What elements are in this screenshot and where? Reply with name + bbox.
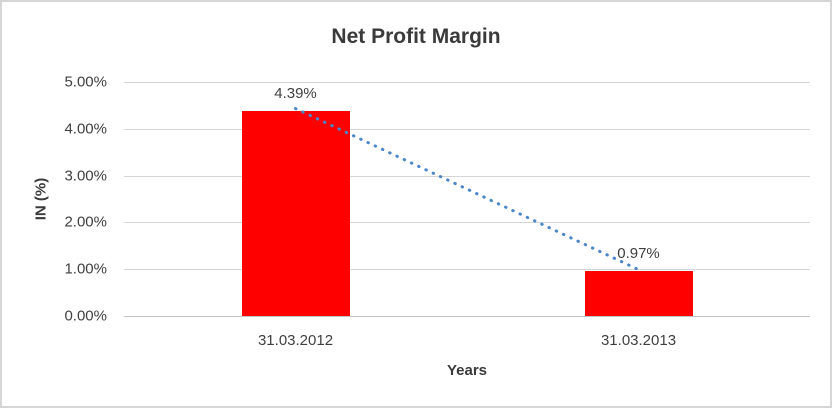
bar-31.03.2012 xyxy=(241,110,350,316)
gridline xyxy=(124,222,810,224)
data-label: 0.97% xyxy=(617,244,660,262)
gridline xyxy=(124,82,810,83)
x-tick-label: 31.03.2013 xyxy=(600,332,677,349)
data-label: 4.39% xyxy=(274,84,317,102)
y-tick-label: 1.00% xyxy=(64,260,107,278)
x-axis-title: Years xyxy=(446,362,488,379)
chart-title: Net Profit Margin xyxy=(331,25,501,48)
gridline xyxy=(124,128,810,130)
bar-31.03.2013 xyxy=(584,270,693,316)
y-tick-label: 5.00% xyxy=(64,73,107,91)
y-tick-label: 4.00% xyxy=(64,120,107,138)
y-tick-label: 0.00% xyxy=(64,307,107,325)
x-axis-line xyxy=(124,316,810,317)
y-tick-label: 3.00% xyxy=(64,167,107,185)
x-tick-label: 31.03.2012 xyxy=(257,332,334,349)
gridline xyxy=(124,175,810,177)
y-tick-label: 2.00% xyxy=(64,213,107,231)
gridline xyxy=(124,269,810,271)
